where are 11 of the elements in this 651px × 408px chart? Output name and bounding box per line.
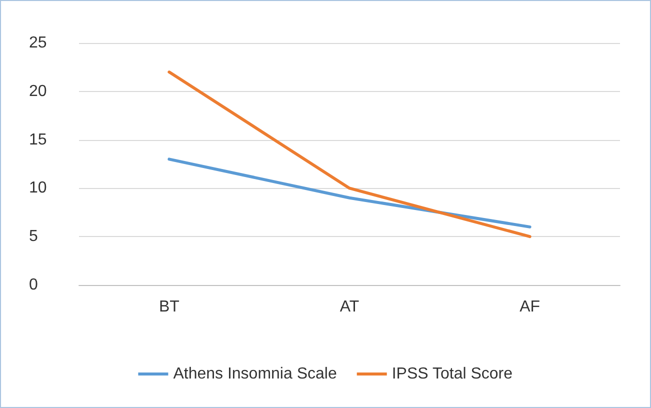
y-tick-label: 0 xyxy=(29,276,38,294)
x-tick-label: AT xyxy=(340,298,360,316)
x-tick-label: BT xyxy=(158,298,180,316)
y-tick-label: 25 xyxy=(29,34,47,52)
y-tick-label: 10 xyxy=(29,180,47,197)
y-tick-label: 20 xyxy=(29,82,47,100)
x-tick-label: AF xyxy=(520,298,540,316)
y-tick-label: 15 xyxy=(29,131,47,148)
legend-label: Athens Insomnia Scale xyxy=(173,366,337,382)
legend-label: IPSS Total Score xyxy=(392,366,513,382)
y-tick-label: 5 xyxy=(29,228,38,246)
